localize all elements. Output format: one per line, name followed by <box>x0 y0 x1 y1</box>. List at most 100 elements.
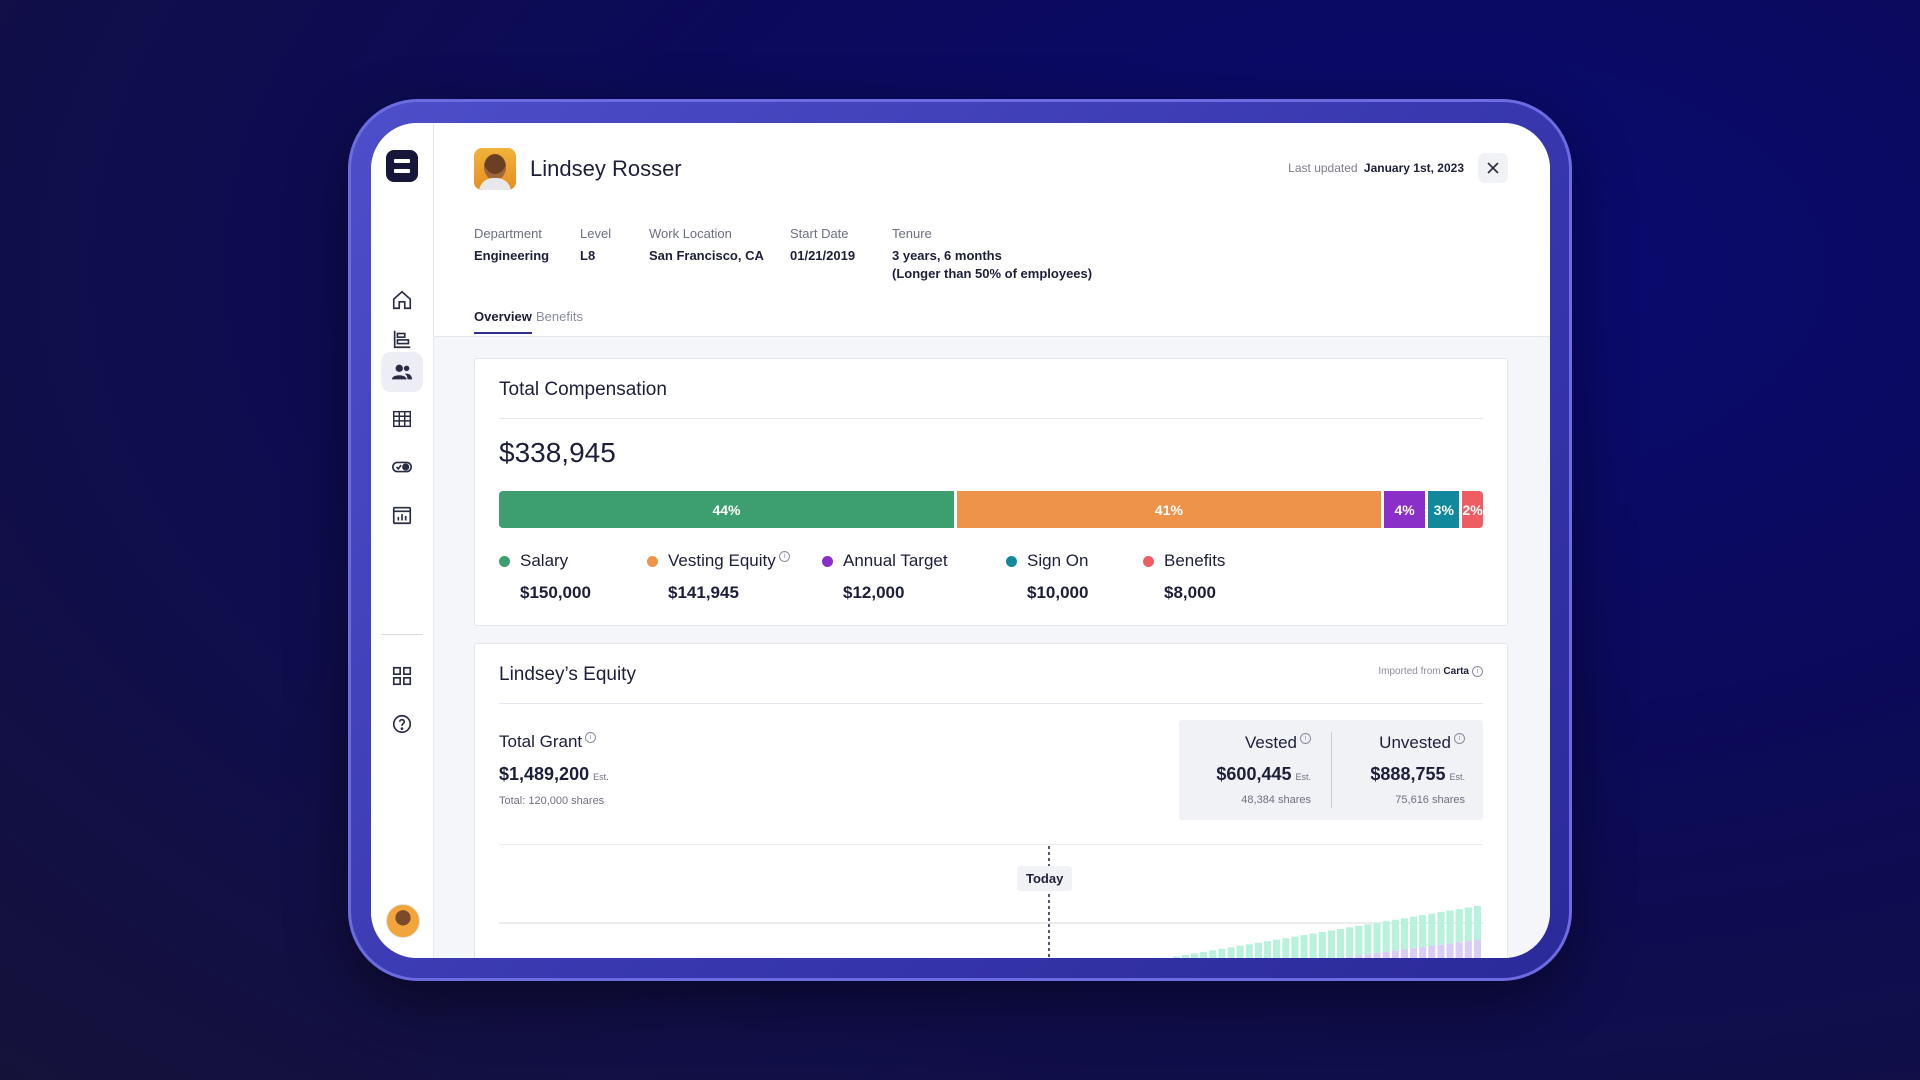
close-button[interactable] <box>1478 153 1508 183</box>
unvested-bar <box>1218 948 1226 958</box>
last-updated-label: Last updated <box>1288 161 1358 175</box>
legend-name: Benefits <box>1164 551 1226 570</box>
unvested-bar <box>1209 950 1217 958</box>
unvested-bar <box>1464 907 1472 942</box>
vested-amount: $600,445 <box>1216 764 1292 784</box>
legend-value: $141,945 <box>668 583 739 602</box>
unvested-bar <box>1382 921 1390 952</box>
vested-value: $600,445 Est. <box>1216 764 1311 785</box>
unvested-bar <box>1410 916 1418 949</box>
compensation-title: Total Compensation <box>499 379 667 400</box>
meta-value: Engineering <box>474 248 550 263</box>
info-icon[interactable]: i <box>1300 733 1311 744</box>
vested-bar <box>1473 940 1481 958</box>
legend-value: $8,000 <box>1164 583 1216 602</box>
unvested-bar <box>1282 938 1290 958</box>
compensation-segment-5[interactable]: 2% <box>1462 491 1483 528</box>
vested-bar <box>1382 951 1390 958</box>
vested-label-text: Vested <box>1245 733 1297 752</box>
unvested-bar <box>1300 935 1308 958</box>
unvested-bar <box>1455 909 1463 943</box>
user-avatar[interactable] <box>386 904 420 938</box>
employee-header: Lindsey Rosser Last updated January 1st,… <box>434 123 1550 337</box>
vested-bar <box>1346 956 1354 958</box>
unvested-bar <box>1355 925 1363 956</box>
sidebar-item-people[interactable] <box>381 352 423 392</box>
sidebar-item-toggle[interactable] <box>381 447 423 487</box>
meta-department: Department Engineering <box>474 226 549 265</box>
compensation-segment-1[interactable]: 44% <box>499 491 954 528</box>
legend-value: $10,000 <box>1027 583 1089 602</box>
meta-value: 01/21/2019 <box>790 248 856 263</box>
unvested-label-text: Unvested <box>1379 733 1451 752</box>
meta-work-location: Work Location San Francisco, CA <box>649 226 764 265</box>
legend-name: Salary <box>520 551 569 570</box>
unvested-bar <box>1245 944 1253 958</box>
vested-bar <box>1428 946 1436 958</box>
imported-source[interactable]: Carta <box>1443 666 1469 677</box>
card-divider <box>499 703 1483 704</box>
sidebar-item-analytics[interactable] <box>381 495 423 535</box>
sidebar <box>371 123 434 958</box>
meta-label: Department <box>474 226 542 241</box>
imported-from: Imported from Carta i <box>1378 666 1483 677</box>
vested-bar <box>1355 955 1363 958</box>
meta-label: Level <box>580 226 612 241</box>
employee-avatar <box>474 148 516 190</box>
sidebar-divider <box>381 634 423 635</box>
unvested-bar <box>1181 955 1189 958</box>
legend-dot <box>1006 556 1017 567</box>
sidebar-item-table[interactable] <box>381 399 423 439</box>
toggle-icon <box>392 461 412 473</box>
vest-divider <box>1331 732 1332 808</box>
calendar-chart-icon <box>392 506 412 525</box>
compensation-segment-4[interactable]: 3% <box>1428 491 1460 528</box>
sidebar-item-reports[interactable] <box>381 319 423 359</box>
legend-name-wrap: Vesting Equity i <box>668 551 790 571</box>
vested-bar <box>1391 950 1399 958</box>
unvested-bar <box>1400 918 1408 950</box>
unvested-bar <box>1391 919 1399 951</box>
meta-label: Tenure <box>892 226 932 241</box>
unvested-bar <box>1200 952 1208 958</box>
unvested-value: $888,755 Est. <box>1370 764 1465 785</box>
vested-bar <box>1373 953 1381 958</box>
app-logo-icon[interactable] <box>386 150 418 182</box>
meta-value: San Francisco, CA <box>649 248 764 263</box>
tab-benefits[interactable]: Benefits <box>536 309 583 324</box>
legend-name: Vesting Equity <box>668 551 776 570</box>
info-icon[interactable]: i <box>778 551 790 562</box>
imported-label: Imported from <box>1378 666 1441 677</box>
unvested-bar <box>1364 924 1372 955</box>
compensation-stacked-bar: 44% 41% 4% 3% 2% <box>499 491 1483 528</box>
meta-value: 3 years, 6 months <box>892 248 1002 263</box>
meta-label: Start Date <box>790 226 849 241</box>
unvested-bar <box>1172 956 1180 958</box>
legend-value: $12,000 <box>843 583 905 602</box>
compensation-segment-2[interactable]: 41% <box>956 491 1381 528</box>
unvested-label: Unvested i <box>1379 733 1465 753</box>
unvested-bar <box>1264 941 1272 958</box>
unvested-bar <box>1273 939 1281 958</box>
info-icon[interactable]: i <box>1472 666 1483 677</box>
info-icon[interactable]: i <box>585 732 597 743</box>
sidebar-item-apps[interactable] <box>381 656 423 696</box>
apps-icon <box>392 666 412 686</box>
legend-value: $150,000 <box>520 583 591 602</box>
meta-subvalue: (Longer than 50% of employees) <box>892 266 1093 281</box>
vested-bar <box>1437 944 1445 958</box>
help-icon <box>392 714 412 734</box>
unvested-amount: $888,755 <box>1370 764 1446 784</box>
unvested-bar <box>1254 942 1262 958</box>
legend-name: Annual Target <box>843 551 948 570</box>
unvested-bar <box>1473 906 1481 940</box>
compensation-card: Total Compensation $338,945 44% 41% 4% 3% 2%… <box>474 358 1508 626</box>
info-icon[interactable]: i <box>1454 733 1465 744</box>
compensation-total: $338,945 <box>499 437 616 468</box>
sidebar-item-help[interactable] <box>381 704 423 744</box>
meta-tenure: Tenure 3 years, 6 months (Longer than 50… <box>892 226 1092 283</box>
est-label: Est. <box>1295 772 1311 782</box>
compensation-segment-3[interactable]: 4% <box>1383 491 1426 528</box>
tab-overview[interactable]: Overview <box>474 309 532 334</box>
sidebar-item-home[interactable] <box>381 280 423 320</box>
